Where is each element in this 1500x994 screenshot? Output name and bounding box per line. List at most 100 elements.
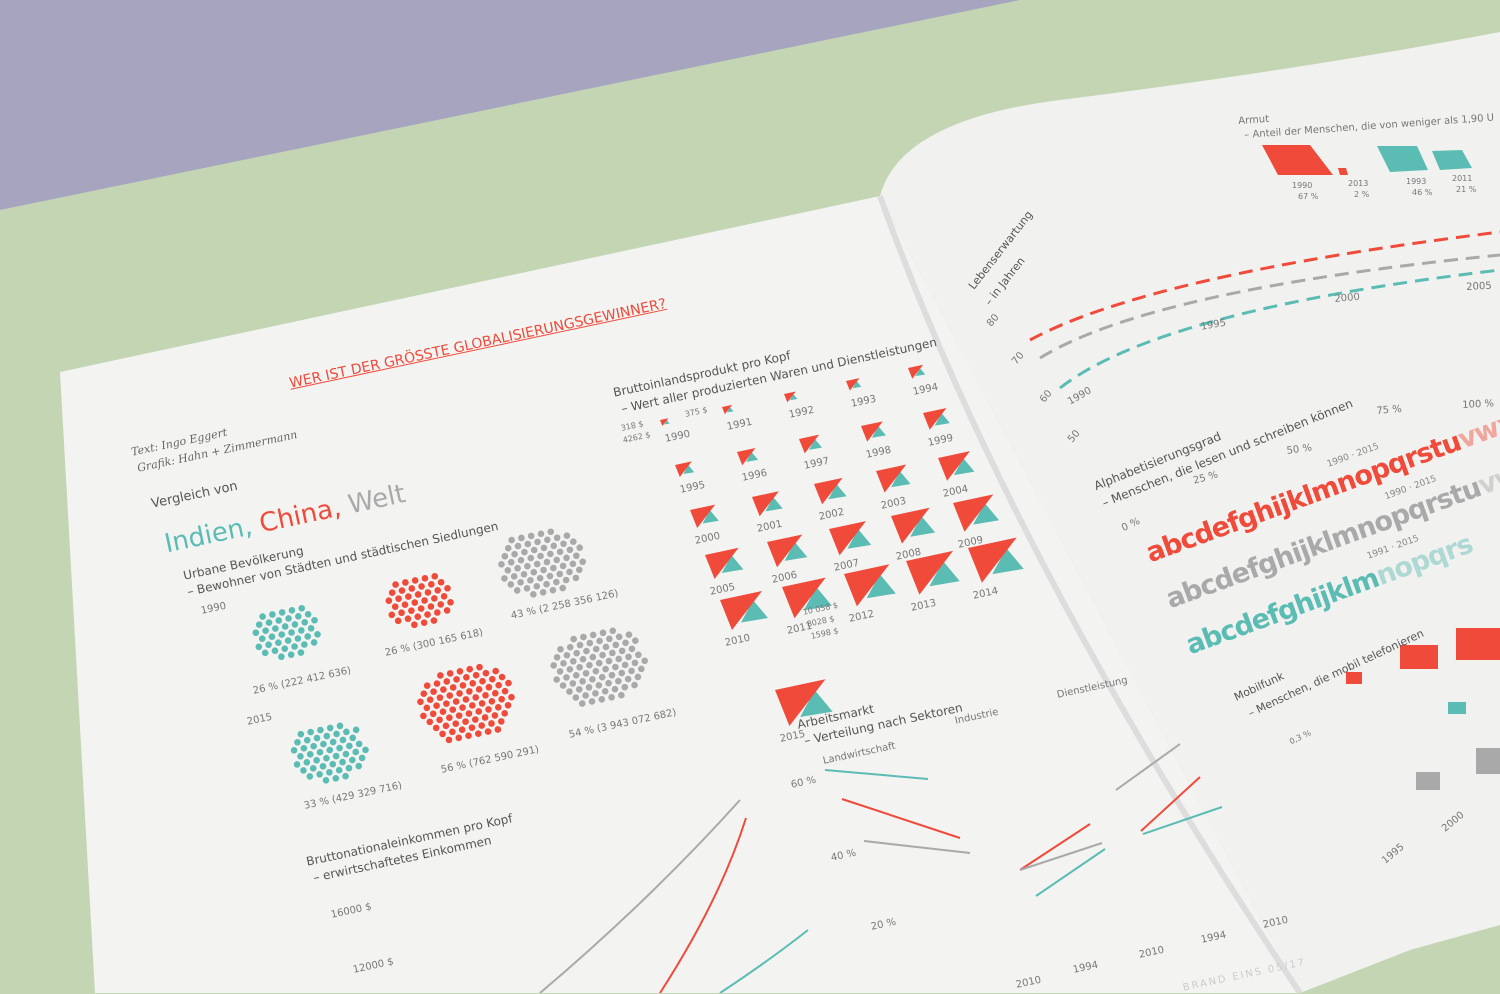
urban-dot-world bbox=[576, 663, 583, 671]
urban-dot-india bbox=[288, 607, 296, 614]
urban-dot-world bbox=[560, 540, 567, 548]
spine-shadow bbox=[877, 194, 1303, 993]
urban-dot-india bbox=[297, 753, 304, 760]
urban-dot-world bbox=[547, 550, 554, 558]
poverty-value: 67 % bbox=[1298, 192, 1319, 201]
urban-dot-india bbox=[255, 621, 263, 628]
urban-dot-china bbox=[404, 615, 412, 623]
urban-dot-world bbox=[557, 645, 564, 653]
urban-dot-china bbox=[398, 609, 405, 617]
urban-dot-world bbox=[562, 576, 570, 584]
urban-dot-china bbox=[453, 676, 460, 683]
urban-dot-china bbox=[492, 667, 499, 675]
urban-dot-world bbox=[618, 691, 625, 699]
urban-dot-world bbox=[520, 570, 528, 578]
urban-dot-world bbox=[573, 552, 580, 560]
urban-dot-china bbox=[433, 702, 440, 710]
urban-dot-india bbox=[323, 754, 330, 762]
urban-dot-china bbox=[434, 609, 441, 616]
urban-dot-world bbox=[618, 669, 626, 677]
urban-dot-world bbox=[583, 647, 590, 655]
urban-dot-world bbox=[641, 657, 649, 665]
urban-dot-china bbox=[439, 730, 446, 738]
gni-line-china bbox=[659, 817, 747, 993]
urban-dot-india bbox=[358, 754, 366, 762]
urban-dot-world bbox=[580, 633, 587, 641]
urban-dot-china bbox=[449, 706, 457, 713]
gdp-triangle-india bbox=[891, 471, 911, 488]
urban-dot-china bbox=[395, 595, 402, 602]
urban-dot-india bbox=[294, 738, 301, 746]
urban-dot-india bbox=[326, 724, 334, 732]
gdp-triangle-china bbox=[767, 534, 803, 568]
urban-dot-china bbox=[491, 712, 499, 719]
urban-dot-world bbox=[527, 532, 535, 540]
urban-dot-world bbox=[559, 584, 567, 592]
urban-dot-china bbox=[437, 672, 444, 679]
urban-dot-world bbox=[511, 550, 518, 558]
urban-dot-india bbox=[346, 742, 353, 750]
life-line-world bbox=[1039, 253, 1500, 360]
urban-dot-world bbox=[550, 564, 557, 572]
urban-dot-china bbox=[414, 591, 422, 598]
urban-dot-china bbox=[444, 584, 451, 592]
urban-dot-world bbox=[504, 544, 512, 552]
urban-dot-india bbox=[339, 758, 346, 766]
poverty-year: 1993 bbox=[1406, 177, 1427, 186]
urban-dot-world bbox=[628, 645, 636, 653]
urban-dot-china bbox=[446, 692, 454, 699]
urban-dot-india bbox=[335, 766, 343, 774]
poverty-bar-china-1990 bbox=[1262, 145, 1333, 175]
urban-dot-world bbox=[566, 688, 573, 695]
urban-dot-india bbox=[355, 740, 363, 748]
urban-dot-world bbox=[572, 672, 580, 679]
urban-dot-india bbox=[278, 653, 285, 661]
gdp-triangle-india bbox=[702, 510, 719, 524]
right-page bbox=[880, 32, 1500, 993]
urban-dot-world bbox=[501, 575, 508, 582]
urban-dot-china bbox=[433, 680, 441, 687]
urban-dot-china bbox=[437, 578, 445, 586]
gdp-triangle-china bbox=[891, 507, 930, 544]
urban-dot-india bbox=[323, 732, 331, 740]
gdp-triangle-china bbox=[938, 451, 970, 481]
urban-dot-world bbox=[605, 657, 613, 665]
gdp-triangle-india bbox=[871, 426, 886, 438]
urban-dot-world bbox=[634, 673, 642, 681]
urban-dot-clusters bbox=[252, 528, 649, 784]
urban-dot-china bbox=[458, 726, 466, 734]
urban-dot-china bbox=[452, 720, 460, 728]
urban-dot-world bbox=[547, 528, 555, 536]
urban-dot-china bbox=[443, 678, 451, 685]
poverty-year: 2013 bbox=[1348, 179, 1369, 188]
gdp-triangle-india bbox=[809, 439, 823, 450]
gdp-triangle-china bbox=[784, 391, 796, 403]
urban-dot-india bbox=[326, 746, 334, 754]
gdp-triangle-china bbox=[799, 434, 820, 454]
urban-dot-world bbox=[608, 693, 615, 701]
urban-dot-world bbox=[570, 635, 577, 643]
gdp-triangle-india bbox=[746, 452, 759, 462]
labor-agri-world bbox=[863, 840, 971, 854]
urban-dot-world bbox=[621, 683, 629, 691]
urban-dot-china bbox=[472, 671, 480, 679]
gdp-triangle-china bbox=[722, 404, 733, 415]
urban-dot-china bbox=[408, 585, 416, 592]
gdp-triangle-india bbox=[727, 407, 734, 413]
urban-dot-china bbox=[494, 726, 502, 733]
urban-dot-china bbox=[501, 710, 508, 717]
gdp-triangle-india bbox=[800, 690, 833, 717]
urban-dot-china bbox=[442, 722, 450, 730]
urban-dot-world bbox=[625, 653, 632, 661]
urban-dot-india bbox=[284, 637, 292, 644]
urban-dot-china bbox=[449, 684, 457, 691]
urban-dot-world bbox=[537, 530, 545, 538]
literacy-tick: 100 % bbox=[1462, 398, 1495, 411]
urban-dot-china bbox=[443, 700, 450, 707]
urban-dot-world bbox=[573, 649, 580, 657]
urban-dot-india bbox=[320, 740, 327, 748]
urban-dot-china bbox=[432, 724, 440, 732]
life-line-china bbox=[1029, 230, 1500, 342]
urban-dot-china bbox=[431, 572, 439, 580]
urban-dot-india bbox=[295, 613, 302, 620]
